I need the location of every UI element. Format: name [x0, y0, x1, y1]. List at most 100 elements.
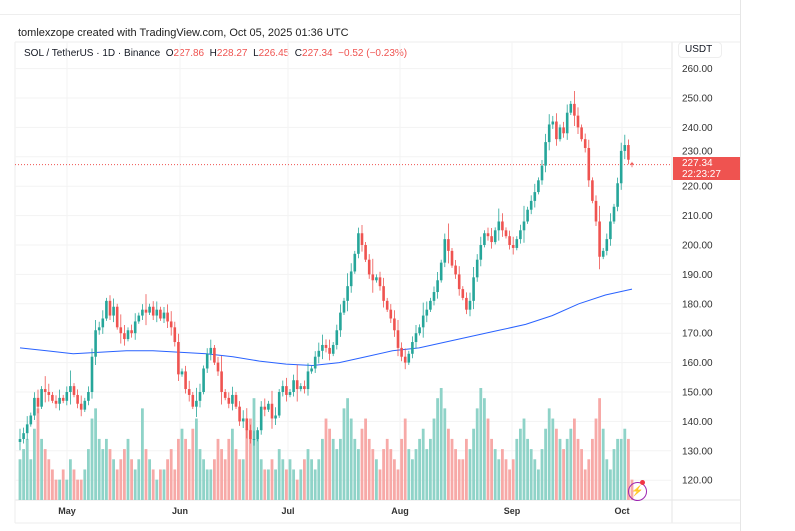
volume-bar [173, 469, 177, 500]
candle [393, 310, 396, 337]
candle-body [439, 262, 443, 281]
candle-body [551, 121, 555, 125]
candle [461, 286, 465, 301]
volume-bar [612, 449, 616, 500]
candle-body [393, 318, 396, 331]
volume-bar [393, 459, 396, 500]
volume-bar [43, 449, 47, 500]
candle [454, 259, 457, 279]
volume-bar [479, 388, 483, 500]
volume-bar [177, 438, 180, 500]
volume-bar [529, 449, 533, 500]
candle [439, 259, 443, 283]
volume-bar [263, 469, 267, 500]
candle [598, 205, 601, 270]
candle [414, 324, 418, 349]
candle-body [115, 306, 119, 328]
candle-body [177, 342, 180, 375]
candle [497, 208, 501, 241]
currency-button[interactable]: USDT [678, 42, 722, 58]
candle [126, 327, 130, 342]
price-tick: 130.00 [682, 446, 713, 457]
price-tick: 250.00 [682, 94, 713, 105]
candle-body [47, 392, 51, 395]
candle-body [403, 356, 407, 363]
volume-bar [565, 438, 569, 500]
candle [468, 292, 472, 317]
candle-body [349, 271, 353, 287]
candle-body [249, 430, 252, 440]
candle-body [112, 306, 115, 316]
candle [533, 183, 537, 208]
candle [29, 412, 33, 427]
candle-body [508, 236, 511, 245]
candle-body [612, 206, 616, 222]
candle-body [378, 277, 382, 287]
volume-bar [360, 428, 364, 500]
volume-bar [601, 428, 605, 500]
candle [616, 177, 619, 212]
volume-bar [569, 428, 573, 500]
candle [407, 350, 411, 365]
lightning-bolt-icon[interactable]: ⚡ [628, 482, 647, 501]
candle [76, 389, 79, 409]
candle-body [130, 330, 133, 334]
candle-body [490, 236, 493, 243]
low-value: 226.45 [258, 48, 290, 59]
candle-body [292, 380, 295, 392]
candle-body [601, 250, 605, 257]
candle-body [335, 330, 339, 345]
candle-body [619, 150, 623, 184]
candle [47, 383, 51, 402]
candle [627, 139, 630, 165]
candle-body [245, 418, 249, 431]
candle [385, 297, 389, 313]
candle-body [447, 239, 450, 251]
candle-body [256, 430, 259, 440]
candle [299, 383, 303, 392]
candle-body [159, 309, 162, 319]
candle [457, 266, 461, 296]
volume-bar [583, 469, 587, 500]
volume-bar [490, 438, 493, 500]
volume-bar [515, 438, 519, 500]
symbol-label[interactable]: SOL / TetherUS · 1D · Binance [24, 48, 161, 59]
candle-body [65, 392, 69, 401]
candle [259, 401, 263, 435]
candle [108, 295, 112, 321]
candle [335, 324, 339, 350]
volume-bar [195, 418, 198, 500]
volume-bar [331, 438, 335, 500]
candle-body [421, 315, 425, 328]
candle [587, 139, 591, 187]
candle-body [90, 356, 94, 392]
candle [540, 160, 544, 185]
volume-bar [25, 438, 29, 500]
volume-bar [375, 459, 378, 500]
candle [382, 277, 385, 308]
candle-body [454, 265, 457, 275]
candle [324, 339, 328, 353]
volume-bar [313, 469, 317, 500]
high-value: 228.27 [216, 48, 248, 59]
price-tick: 170.00 [682, 329, 713, 340]
notification-dot [640, 480, 645, 485]
volume-bar [47, 459, 51, 500]
candle-body [76, 394, 79, 404]
candle [331, 342, 335, 357]
volume-bar [353, 438, 357, 500]
candle [90, 348, 94, 399]
volume-bar [259, 459, 263, 500]
candle [342, 297, 346, 315]
volume-bar [522, 418, 526, 500]
candle [515, 236, 519, 251]
candle [400, 342, 403, 362]
candle-body [569, 103, 573, 113]
candle-body [69, 386, 72, 392]
candle [274, 407, 277, 426]
candle [562, 121, 565, 138]
volume-bar [461, 459, 465, 500]
candle [396, 319, 400, 357]
candle-body [573, 103, 576, 116]
